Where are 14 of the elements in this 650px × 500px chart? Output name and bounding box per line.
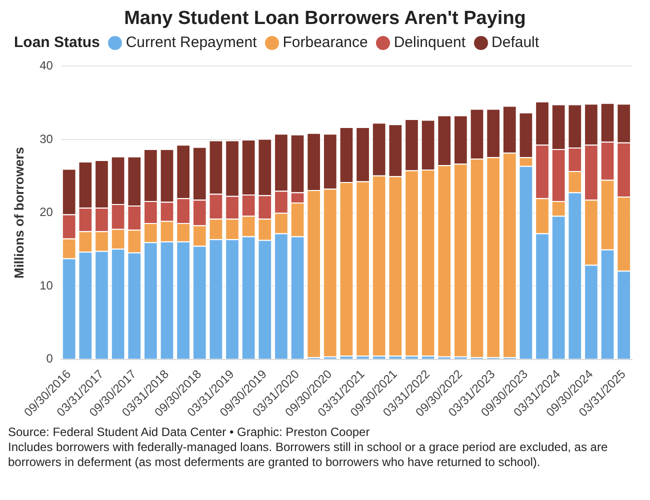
y-axis-title: Millions of borrowers (11, 147, 26, 279)
y-tick-label: 30 (40, 132, 54, 146)
legend-label: Default (492, 34, 540, 51)
legend-title: Loan Status (14, 34, 100, 51)
y-tick-label: 40 (40, 58, 54, 73)
y-tick-label: 0 (46, 352, 54, 366)
legend-label: Forbearance (282, 34, 368, 51)
y-tick-label: 10 (40, 278, 54, 292)
source-note: Source: Federal Student Aid Data Center • Graphic: Preston Cooper (8, 425, 371, 440)
legend-label: Delinquent (394, 34, 466, 51)
legend-label: Current Repayment (126, 34, 257, 51)
y-tick-label: 20 (40, 205, 54, 220)
text: Includes borrowers with federally-managed loans. Borrowers still in school or a grace period are excluded, as are borrowers in deferment (as most deferments are granted to borrowers who have returned to school). (8, 440, 609, 470)
chart-title: Many Student Loan Borrowers Aren't Paying (123, 8, 527, 30)
